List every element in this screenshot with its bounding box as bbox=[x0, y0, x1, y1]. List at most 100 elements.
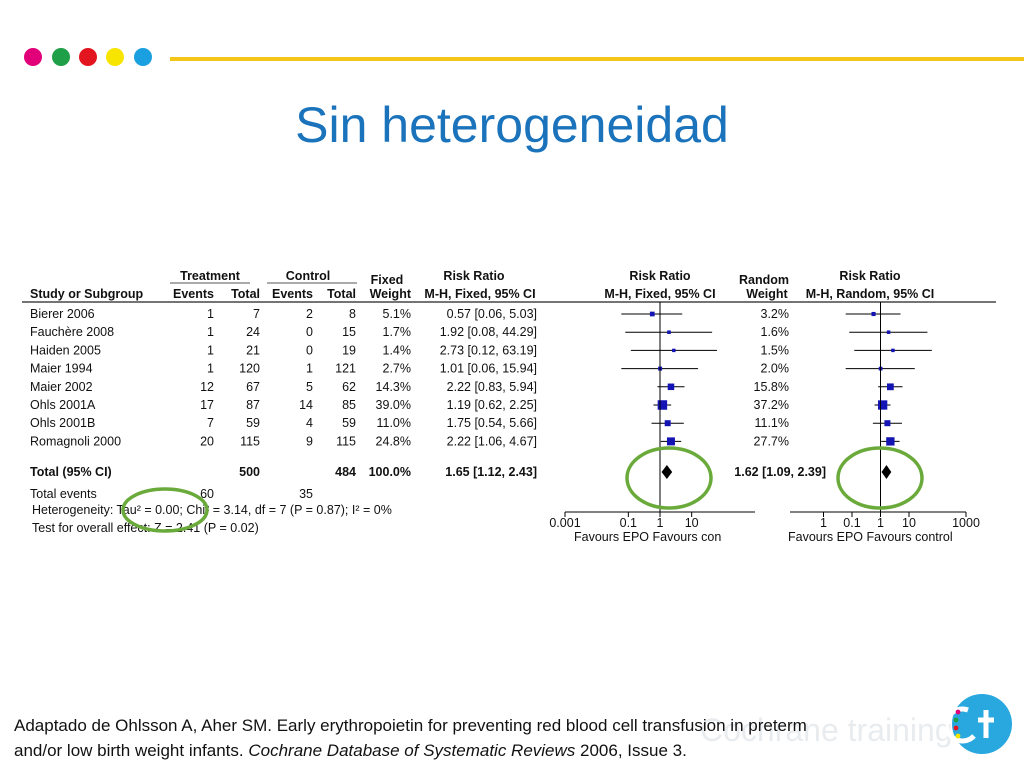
weight-fixed: 11.0% bbox=[376, 416, 411, 430]
h-mh-fixed: M-H, Fixed, 95% CI bbox=[424, 287, 535, 301]
study-name: Ohls 2001A bbox=[30, 398, 96, 412]
c-total: 121 bbox=[335, 362, 356, 376]
c-total: 85 bbox=[342, 398, 356, 412]
rr-fixed: 2.22 [0.83, 5.94] bbox=[447, 380, 537, 394]
study-name: Romagnoli 2000 bbox=[30, 434, 121, 448]
highlight-fixed-diamond bbox=[625, 446, 713, 510]
c-total: 19 bbox=[342, 343, 356, 357]
table-row: Romagnoli 2000 20 115 9 115 24.8% 2.22 [1.06, … bbox=[30, 434, 900, 448]
citation-main: Adaptado de Ohlsson A, Aher SM. Early er… bbox=[14, 716, 807, 760]
table-row: Haiden 2005 1 21 0 19 1.4% 2.73 [0.12, 63.19] 1… bbox=[30, 343, 932, 357]
study-square-fixed bbox=[667, 330, 671, 334]
total-c-total: 484 bbox=[335, 465, 356, 479]
study-square-random bbox=[886, 437, 895, 446]
rr-fixed: 1.92 [0.08, 44.29] bbox=[440, 325, 537, 339]
total-label: Total (95% CI) bbox=[30, 465, 112, 479]
heterogeneity-text: Heterogeneity: Tau² = 0.00; Chi² = 3.14,… bbox=[32, 503, 392, 517]
forest-plot: Treatment Control Fixed Risk Ratio Study… bbox=[22, 269, 996, 544]
study-name: Maier 2002 bbox=[30, 380, 93, 394]
h-c-total: Total bbox=[327, 287, 356, 301]
tick-label-fixed: 0.1 bbox=[620, 516, 637, 530]
t-total: 7 bbox=[253, 307, 260, 321]
study-name: Ohls 2001B bbox=[30, 416, 95, 430]
random-favours: Favours EPO Favours control bbox=[788, 530, 953, 544]
study-square-random bbox=[877, 400, 888, 410]
t-events: 17 bbox=[200, 398, 214, 412]
rr-fixed: 1.19 [0.62, 2.25] bbox=[447, 398, 537, 412]
weight-fixed: 39.0% bbox=[376, 398, 411, 412]
t-total: 21 bbox=[246, 343, 260, 357]
weight-fixed: 1.7% bbox=[383, 325, 412, 339]
total-events-label: Total events bbox=[30, 487, 97, 501]
t-total: 115 bbox=[240, 434, 260, 448]
total-events-c: 35 bbox=[299, 487, 313, 501]
weight-fixed: 14.3% bbox=[376, 380, 411, 394]
t-events: 20 bbox=[200, 434, 214, 448]
study-square-random bbox=[891, 348, 895, 353]
c-events: 0 bbox=[306, 325, 313, 339]
tick-label-random: 0.1 bbox=[843, 516, 860, 530]
weight-fixed: 24.8% bbox=[376, 434, 411, 448]
total-t-total: 500 bbox=[239, 465, 260, 479]
rr-fixed: 2.22 [1.06, 4.67] bbox=[447, 434, 537, 448]
h-mh-random: M-H, Random, 95% CI bbox=[806, 287, 935, 301]
study-square-random bbox=[886, 383, 894, 391]
study-square-random bbox=[871, 311, 876, 317]
total-events-t: 60 bbox=[200, 487, 214, 501]
h-rr-plot: Risk Ratio bbox=[629, 269, 690, 283]
c-total: 62 bbox=[342, 380, 356, 394]
study-square-random bbox=[886, 330, 891, 334]
c-total: 59 bbox=[342, 416, 356, 430]
study-square-fixed bbox=[649, 311, 655, 317]
t-events: 1 bbox=[207, 343, 214, 357]
c-events: 2 bbox=[306, 307, 313, 321]
citation-journal: Cochrane Database of Systematic Reviews bbox=[248, 741, 576, 760]
tick-label-random: 1 bbox=[877, 516, 884, 530]
weight-random: 1.6% bbox=[761, 325, 790, 339]
t-total: 59 bbox=[246, 416, 260, 430]
weight-random: 27.7% bbox=[754, 434, 789, 448]
t-total: 87 bbox=[246, 398, 260, 412]
table-row: Ohls 2001A 17 87 14 85 39.0% 1.19 [0.62, 2.25]… bbox=[30, 398, 891, 412]
weight-random: 1.5% bbox=[761, 343, 790, 357]
t-total: 24 bbox=[246, 325, 260, 339]
c-events: 5 bbox=[306, 380, 313, 394]
header-rule bbox=[170, 57, 1024, 61]
h-weight: Weight bbox=[370, 287, 412, 301]
h-mh-fixed-plot: M-H, Fixed, 95% CI bbox=[604, 287, 715, 301]
c-total: 8 bbox=[349, 307, 356, 321]
c-events: 9 bbox=[306, 434, 313, 448]
t-events: 7 bbox=[207, 416, 214, 430]
rr-fixed: 1.01 [0.06, 15.94] bbox=[440, 362, 537, 376]
citation-tail: 2006, Issue 3. bbox=[575, 741, 687, 760]
h-random: Random bbox=[739, 273, 789, 287]
weight-random: 15.8% bbox=[754, 380, 789, 394]
table-row: Maier 2002 12 67 5 62 14.3% 2.22 [0.83, 5.94] 1… bbox=[30, 380, 903, 394]
tick-label-random: 1000 bbox=[952, 516, 980, 530]
total-rr-fixed: 1.65 [1.12, 2.43] bbox=[445, 465, 537, 479]
h-t-total: Total bbox=[231, 287, 260, 301]
h-weight-random: Weight bbox=[746, 287, 788, 301]
study-name: Haiden 2005 bbox=[30, 343, 101, 357]
h-c-events: Events bbox=[272, 287, 313, 301]
tick-label-fixed: 1 bbox=[657, 516, 664, 530]
watermark-text: Cochrane training bbox=[700, 712, 953, 748]
weight-random: 3.2% bbox=[761, 307, 790, 321]
table-row: Fauchère 2008 1 24 0 15 1.7% 1.92 [0.08, 44.29… bbox=[30, 325, 928, 339]
t-total: 67 bbox=[246, 380, 260, 394]
rr-fixed: 0.57 [0.06, 5.03] bbox=[447, 307, 537, 321]
h-fixed: Fixed bbox=[371, 273, 404, 287]
highlight-random-diamond bbox=[836, 446, 924, 510]
t-total: 120 bbox=[239, 362, 260, 376]
h-t-events: Events bbox=[173, 287, 214, 301]
study-square-fixed bbox=[667, 383, 675, 391]
c-events: 0 bbox=[306, 343, 313, 357]
rr-fixed: 1.75 [0.54, 5.66] bbox=[447, 416, 537, 430]
h-study: Study or Subgroup bbox=[30, 287, 144, 301]
study-name: Maier 1994 bbox=[30, 362, 93, 376]
h-rr-random: Risk Ratio bbox=[839, 269, 900, 283]
t-events: 1 bbox=[207, 325, 214, 339]
citation: Adaptado de Ohlsson A, Aher SM. Early er… bbox=[14, 713, 814, 763]
tick-label-random: 1 bbox=[820, 516, 827, 530]
t-events: 12 bbox=[200, 380, 214, 394]
